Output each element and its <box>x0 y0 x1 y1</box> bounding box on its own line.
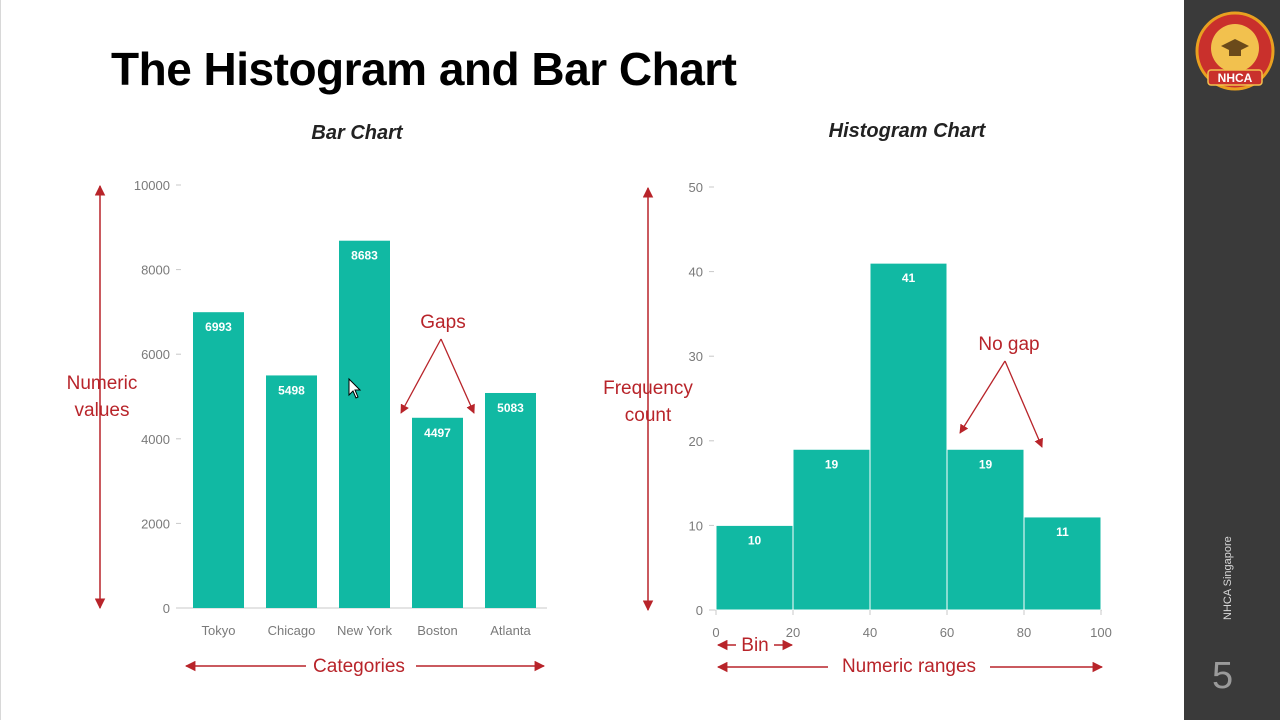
bar <box>193 312 244 608</box>
histogram-bar <box>792 448 871 611</box>
bar-category-label: Boston <box>417 623 457 638</box>
histogram-x-annotation: Numeric ranges <box>842 656 976 677</box>
histogram-ytick-label: 10 <box>689 518 703 533</box>
histogram-data-label: 41 <box>902 271 916 285</box>
bar-ytick-label: 10000 <box>134 178 170 193</box>
no-gap-arrow-right <box>1004 360 1043 448</box>
histogram-xtick-label: 40 <box>863 625 877 640</box>
bar-category-label: Chicago <box>268 623 316 638</box>
nhca-logo: NHCA <box>1195 11 1275 91</box>
bar-x-annotation: Categories <box>313 656 405 677</box>
histogram-xtick-label: 80 <box>1017 625 1031 640</box>
bar-chart: Bar Chart 0 2000 4000 6000 8000 10000 6993 549… <box>67 122 547 677</box>
histogram-xtick-label: 60 <box>940 625 954 640</box>
histogram-ytick-label: 30 <box>689 349 703 364</box>
histogram-title: Histogram Chart <box>829 120 987 142</box>
bar-y-annotation-line1: Numeric <box>67 373 138 394</box>
bar-category-label: New York <box>337 623 392 638</box>
gaps-annotation: Gaps <box>420 312 465 333</box>
histogram-ytick-label: 20 <box>689 434 703 449</box>
bar <box>339 240 390 608</box>
bar-ytick-label: 2000 <box>141 516 170 531</box>
bar <box>412 417 463 608</box>
presentation-sidebar <box>1184 0 1280 720</box>
no-gap-arrow-left <box>959 360 1006 434</box>
bar-data-label: 6993 <box>205 320 232 334</box>
bar <box>266 375 317 608</box>
bar-chart-title: Bar Chart <box>311 122 403 144</box>
bar <box>485 392 536 608</box>
histogram-xtick-label: 100 <box>1090 625 1112 640</box>
bar-category-label: Atlanta <box>490 623 531 638</box>
histogram-ytick-label: 50 <box>689 180 703 195</box>
bar-ytick-label: 6000 <box>141 347 170 362</box>
bar-data-label: 4497 <box>424 426 451 440</box>
bar-data-label: 5498 <box>278 383 305 397</box>
bar-data-label: 8683 <box>351 249 378 263</box>
page-number: 5 <box>1212 655 1234 697</box>
histogram-ytick-label: 40 <box>689 265 703 280</box>
bar-y-annotation-line2: values <box>75 400 130 421</box>
histogram-chart: Histogram Chart 0 10 20 30 40 50 10 19 41 19 11 0… <box>603 120 1112 677</box>
histogram-bar <box>1023 516 1102 611</box>
mouse-cursor-icon <box>348 377 362 399</box>
histogram-data-label: 11 <box>1056 525 1069 539</box>
bar-ytick-label: 8000 <box>141 263 170 278</box>
logo-text: NHCA <box>1218 71 1253 85</box>
histogram-bar <box>869 262 948 611</box>
histogram-bar <box>715 524 794 611</box>
histogram-bar <box>946 448 1025 611</box>
bin-annotation: Bin <box>741 635 768 656</box>
histogram-y-annotation-line1: Frequency <box>603 378 693 399</box>
no-gap-annotation: No gap <box>978 334 1039 355</box>
histogram-data-label: 19 <box>979 457 993 471</box>
histogram-y-annotation-line2: count <box>625 405 672 426</box>
histogram-data-label: 10 <box>748 533 762 547</box>
histogram-xtick-label: 0 <box>712 625 719 640</box>
brand-vertical-text: NHCA Singapore <box>1222 536 1234 620</box>
histogram-data-label: 19 <box>825 457 839 471</box>
slide-title: The Histogram and Bar Chart <box>111 43 737 95</box>
bar-ytick-label: 4000 <box>141 432 170 447</box>
bar-ytick-label: 0 <box>163 601 170 616</box>
gaps-arrow-right <box>440 338 475 414</box>
histogram-ytick-label: 0 <box>696 603 703 618</box>
gaps-arrow-left <box>400 338 442 414</box>
bar-category-label: Tokyo <box>202 623 236 638</box>
histogram-xtick-label: 20 <box>786 625 800 640</box>
bar-data-label: 5083 <box>497 401 524 415</box>
